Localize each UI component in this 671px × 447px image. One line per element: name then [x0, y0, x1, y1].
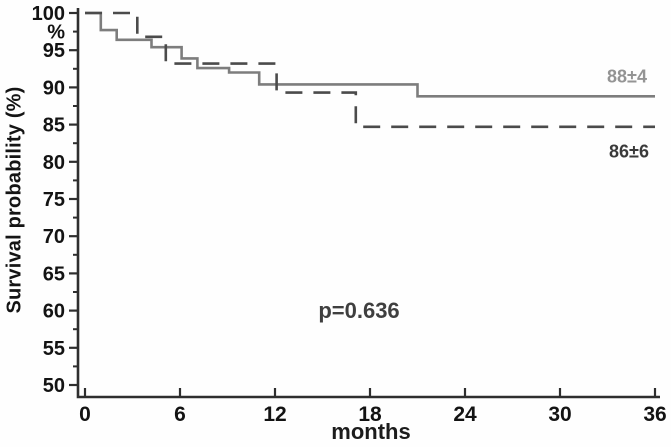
x-tick-label: 12	[263, 403, 286, 426]
y-tick-label: 60	[43, 301, 65, 323]
axis-lines	[76, 8, 660, 399]
dashed-series-end-label: 86±6	[609, 141, 649, 162]
y-tick-label: 85	[43, 115, 65, 137]
y-tick-label: 100	[32, 3, 65, 25]
survival-curve-solid	[85, 11, 655, 98]
p-value-annotation: p=0.636	[318, 298, 400, 323]
y-tick-label: 75	[43, 189, 65, 211]
y-tick-label: 90	[43, 77, 65, 99]
x-axis-title: months	[331, 419, 411, 444]
x-tick-label: 24	[453, 403, 477, 426]
y-tick-label: 50	[43, 375, 65, 397]
y-axis-title: Survival probability (%)	[3, 86, 26, 314]
x-tick-label: 6	[174, 403, 186, 426]
x-tick-label: 36	[643, 403, 666, 426]
x-tick-label: 18	[358, 403, 382, 426]
y-tick-label: 95	[43, 40, 65, 62]
survival-curve-dashed	[85, 11, 655, 129]
y-axis-unit-label: %	[47, 22, 65, 44]
x-tick-label: 30	[548, 403, 571, 426]
solid-series-end-label: 88±4	[607, 66, 647, 87]
y-tick-label: 65	[43, 263, 65, 285]
y-tick-label: 55	[43, 338, 65, 360]
x-tick-label: 0	[79, 403, 91, 426]
y-tick-label: 80	[43, 152, 65, 174]
y-tick-label: 70	[43, 226, 65, 248]
